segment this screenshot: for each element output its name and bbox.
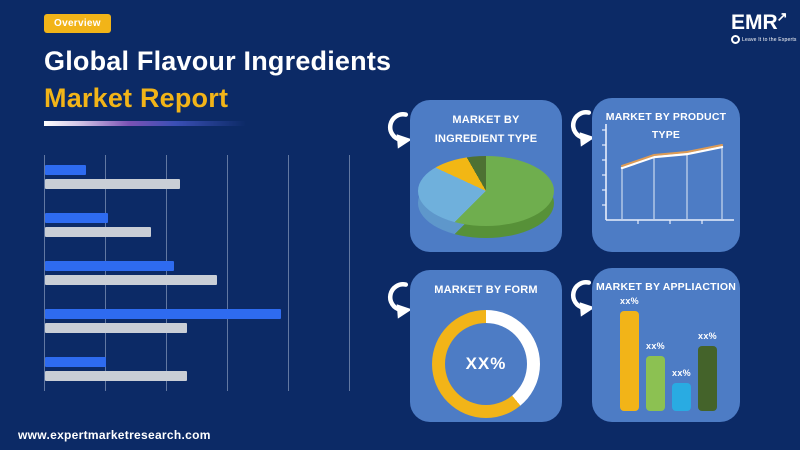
column-value-label: xx% [672,368,691,378]
line-chart [602,124,734,224]
panel-title: MARKET BY APPLIACTION [595,281,737,293]
bar [45,275,217,285]
column-value-label: xx% [646,341,665,351]
emr-logo: EMR↗ Leave It to the Experts [731,9,796,44]
panel-title: MARKET BY PRODUCT TYPE [605,111,727,141]
column-bar: xx% [646,341,665,411]
emr-logo-text: EMR↗ [731,9,788,34]
donut-chart: XX% [432,310,540,418]
bar [45,371,187,381]
panel-market-by-form: MARKET BY FORM XX% [410,270,562,422]
bar-group [45,261,354,285]
panel-market-by-appliaction: MARKET BY APPLIACTION xx% xx% xx% xx% [592,268,740,422]
curved-arrow-icon [560,104,596,150]
panel-title: MARKET BY INGREDIENT TYPE [434,114,538,145]
pie-chart [418,156,554,242]
bar [45,213,108,223]
donut-center-label: XX% [445,323,527,405]
column-value-label: xx% [698,331,717,341]
overview-bar-chart [44,155,354,391]
bar-group [45,309,354,333]
bar [45,165,86,175]
page-title-line1: Global Flavour Ingredients [44,46,392,76]
emr-logo-tagline: Leave It to the Experts [731,35,796,44]
bar [45,323,187,333]
panel-title: MARKET BY FORM [434,284,538,296]
bar [45,227,151,237]
curved-arrow-icon [377,106,413,152]
column-chart: xx% xx% xx% xx% [620,293,718,411]
bar [45,309,281,319]
title-underline-gradient [44,121,246,126]
overview-badge: Overview [44,14,111,33]
bar-group [45,155,354,189]
bar-group [45,213,354,237]
column-bar: xx% [620,296,639,411]
pie-chart-top [418,156,554,226]
curved-arrow-icon [560,274,596,320]
ring-icon [731,35,740,44]
bar [45,357,106,367]
bar [45,261,174,271]
bar-group [45,357,354,381]
page-title-line2: Market Report [44,83,229,113]
column-bar: xx% [698,331,717,411]
website-url: www.expertmarketresearch.com [18,428,211,442]
panel-market-by-ingredient-type: MARKET BY INGREDIENT TYPE [410,100,562,252]
column-bar: xx% [672,368,691,411]
panel-market-by-product-type: MARKET BY PRODUCT TYPE [592,98,740,252]
bar [45,179,180,189]
column-value-label: xx% [620,296,639,306]
up-right-arrow-icon: ↗ [776,9,788,24]
curved-arrow-icon [377,276,413,322]
